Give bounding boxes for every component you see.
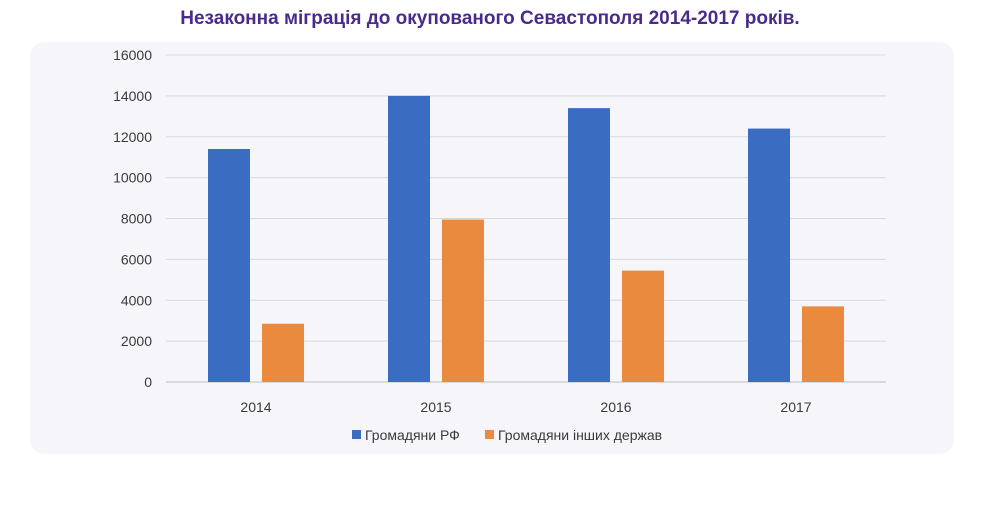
y-tick-label: 12000: [113, 129, 152, 145]
legend: Громадяни РФ Громадяни інших держав: [352, 427, 662, 443]
bar: [802, 306, 844, 382]
bar: [442, 219, 484, 382]
x-tick-label: 2016: [600, 399, 631, 415]
y-axis: 0 2000 4000 6000 8000 10000 12000 14000 16000: [113, 47, 152, 390]
legend-label: Громадяни РФ: [365, 427, 460, 443]
chart-panel: [30, 42, 954, 454]
y-tick-label: 4000: [121, 292, 152, 308]
bar: [388, 95, 430, 382]
x-tick-label: 2017: [780, 399, 811, 415]
x-tick-label: 2015: [420, 399, 451, 415]
chart-title: Незаконна міграція до окупованого Севаст…: [180, 8, 800, 29]
y-tick-label: 0: [144, 374, 152, 390]
y-tick-label: 16000: [113, 47, 152, 63]
bar: [262, 323, 304, 382]
bar: [748, 128, 790, 382]
y-tick-label: 2000: [121, 333, 152, 349]
x-axis: 2014 2015 2016 2017: [240, 399, 811, 415]
legend-label: Громадяни інших держав: [498, 427, 662, 443]
legend-swatch: [485, 430, 494, 439]
y-tick-label: 14000: [113, 88, 152, 104]
y-tick-label: 10000: [113, 170, 152, 186]
legend-swatch: [352, 430, 361, 439]
bar: [208, 149, 250, 382]
bar: [568, 108, 610, 382]
x-tick-label: 2014: [240, 399, 271, 415]
bar: [622, 270, 664, 382]
bars: [208, 95, 844, 382]
y-tick-label: 8000: [121, 211, 152, 227]
y-tick-label: 6000: [121, 251, 152, 267]
